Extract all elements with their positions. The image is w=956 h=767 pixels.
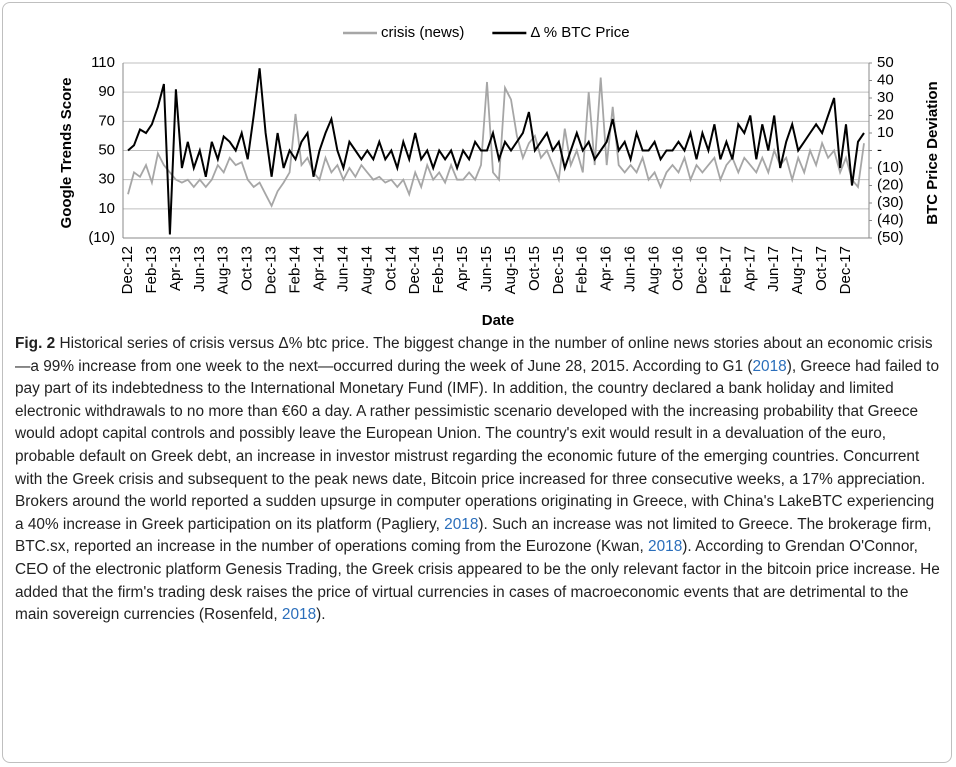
- y2-tick-label: 10: [877, 124, 894, 141]
- caption-text: ). According to Grendan O'Connor, CEO of…: [15, 538, 940, 624]
- caption: Fig. 2 Historical series of crisis versu…: [15, 333, 940, 627]
- x-tick-label: Dec-14: [406, 246, 423, 294]
- y-tick-label: 90: [98, 83, 115, 100]
- y-tick-label: 30: [98, 171, 115, 188]
- x-tick-label: Oct-16: [669, 246, 686, 291]
- citation[interactable]: 2018: [752, 357, 787, 375]
- x-tick-label: Dec-17: [837, 246, 854, 294]
- legend-label: Δ % BTC Price: [530, 24, 629, 41]
- x-tick-label: Dec-13: [263, 246, 280, 294]
- x-tick-label: Feb-16: [574, 246, 591, 294]
- caption-text: Historical series of crisis versus Δ% bt…: [15, 335, 933, 375]
- y-axis-title: Google Trends Score: [58, 78, 75, 229]
- x-tick-label: Dec-12: [119, 246, 136, 294]
- series-line: [127, 68, 865, 235]
- x-tick-label: Apr-16: [598, 246, 615, 291]
- x-tick-label: Jun-17: [765, 246, 782, 292]
- caption-text: ), Greece had failed to pay part of its …: [15, 357, 940, 533]
- y2-axis-title: BTC Price Deviation: [924, 81, 941, 224]
- series-line: [127, 77, 865, 209]
- y2-tick-label: (50): [877, 229, 904, 246]
- x-tick-label: Jun-15: [478, 246, 495, 292]
- caption-text: ).: [316, 606, 326, 624]
- x-tick-label: Aug-17: [789, 246, 806, 294]
- x-tick-label: Apr-14: [310, 246, 327, 291]
- citation[interactable]: 2018: [444, 515, 479, 533]
- x-tick-label: Aug-16: [646, 246, 663, 294]
- y2-tick-label: 40: [877, 71, 894, 88]
- x-tick-label: Feb-17: [717, 246, 734, 294]
- x-tick-label: Aug-15: [502, 246, 519, 294]
- x-tick-label: Feb-15: [430, 246, 447, 294]
- x-tick-label: Oct-13: [239, 246, 256, 291]
- chart: Google Trends Score BTC Price Deviation …: [58, 24, 941, 329]
- y2-tick-label: 30: [877, 89, 894, 106]
- x-tick-label: Feb-14: [287, 246, 304, 294]
- citation[interactable]: 2018: [648, 538, 683, 556]
- x-tick-label: Oct-15: [526, 246, 543, 291]
- x-tick-label: Dec-15: [550, 246, 567, 294]
- x-tick-label: Jun-13: [191, 246, 208, 292]
- y2-tick-label: 50: [877, 54, 894, 71]
- x-tick-label: Oct-14: [382, 246, 399, 291]
- y2-tick-label: (10): [877, 159, 904, 176]
- y-tick-label: (10): [88, 229, 115, 246]
- x-tick-label: Feb-13: [143, 246, 160, 294]
- x-tick-label: Apr-17: [741, 246, 758, 291]
- y2-tick-label: (20): [877, 176, 904, 193]
- x-axis-title: Date: [482, 312, 515, 329]
- x-tick-label: Oct-17: [813, 246, 830, 291]
- y-tick-label: 50: [98, 141, 115, 158]
- y-tick-label: 110: [91, 54, 115, 71]
- legend-label: crisis (news): [381, 24, 464, 41]
- x-tick-label: Aug-13: [215, 246, 232, 294]
- citation[interactable]: 2018: [281, 606, 317, 624]
- figure-label: Fig. 2: [15, 335, 56, 352]
- y-tick-label: 70: [98, 112, 115, 129]
- y2-tick-label: (30): [877, 194, 904, 211]
- y2-tick-label: (40): [877, 211, 904, 228]
- y2-tick-label: 20: [877, 106, 894, 123]
- y2-tick-label: -: [877, 141, 882, 158]
- x-tick-label: Jun-14: [334, 246, 351, 292]
- x-tick-label: Jun-16: [622, 246, 639, 292]
- x-tick-label: Dec-16: [693, 246, 710, 294]
- x-tick-label: Apr-13: [167, 246, 184, 291]
- x-tick-label: Aug-14: [358, 246, 375, 294]
- x-tick-label: Apr-15: [454, 246, 471, 291]
- caption-text: ). Such an increase was not limited to G…: [15, 515, 932, 556]
- y-tick-label: 10: [98, 200, 115, 217]
